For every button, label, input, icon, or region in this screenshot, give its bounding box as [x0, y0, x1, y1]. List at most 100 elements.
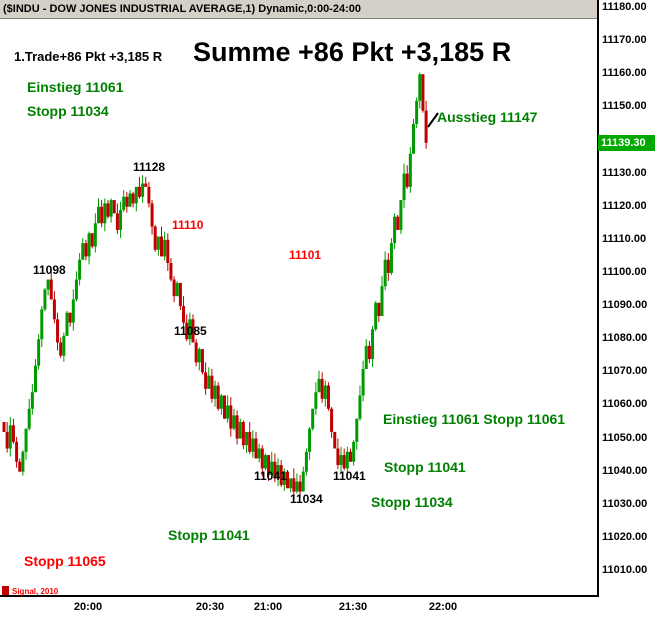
trade-summary-label: 1.Trade+86 Pkt +3,185 R	[14, 49, 163, 64]
candle	[122, 196, 126, 211]
candle	[323, 385, 327, 399]
candle	[352, 441, 356, 462]
low-11041-label-right: 11041	[333, 469, 366, 483]
candle	[418, 74, 422, 101]
candle	[134, 186, 138, 204]
candle	[248, 431, 252, 452]
candle	[125, 196, 129, 207]
price-axis-label: 11090.00	[602, 299, 648, 312]
candle	[87, 233, 91, 257]
price-axis-label: 11020.00	[602, 530, 648, 543]
candle	[273, 461, 277, 479]
price-axis-divider	[597, 0, 599, 597]
candle	[11, 425, 15, 442]
candle	[207, 375, 211, 389]
candle	[320, 378, 324, 399]
candle	[415, 100, 419, 124]
candle	[49, 279, 53, 300]
candle	[339, 455, 343, 466]
candle	[238, 422, 242, 439]
candle	[235, 415, 239, 439]
candle	[141, 183, 145, 197]
high-price-label: 11128	[133, 160, 166, 174]
candle	[109, 200, 113, 217]
candle	[74, 279, 78, 300]
candle	[333, 431, 337, 449]
candle	[399, 200, 403, 230]
candle	[93, 223, 97, 247]
candle	[172, 279, 176, 297]
candle	[311, 408, 315, 429]
candle	[336, 448, 340, 466]
candle	[112, 200, 116, 214]
candle	[260, 448, 264, 469]
candle	[402, 173, 406, 201]
price-axis-label: 11110.00	[602, 232, 647, 245]
candle	[389, 243, 393, 273]
candle	[355, 418, 359, 442]
candle	[245, 431, 249, 446]
candle	[163, 239, 167, 257]
candle	[380, 286, 384, 317]
time-axis-divider	[0, 595, 599, 597]
stop-11041-label-right: Stopp 11041	[384, 459, 466, 475]
candle	[204, 372, 208, 389]
candle	[52, 299, 56, 320]
candle	[301, 471, 305, 492]
low-11041-label-left: 11041	[254, 469, 287, 483]
candle	[169, 263, 173, 280]
candle	[103, 203, 107, 224]
time-axis-label: 21:30	[338, 601, 368, 613]
candle	[279, 465, 283, 485]
time-axis-label: 20:30	[195, 601, 225, 613]
candle	[43, 289, 47, 310]
candle	[59, 342, 63, 356]
stop-11065-label: Stopp 11065	[24, 553, 106, 569]
candle	[128, 193, 132, 207]
candle	[150, 203, 154, 227]
candle	[137, 186, 141, 197]
candle	[298, 481, 302, 492]
candle	[374, 302, 378, 330]
candle	[34, 365, 37, 393]
candle	[65, 312, 69, 336]
candle	[263, 455, 267, 469]
current-price-value: 11139.30	[601, 136, 646, 149]
candle	[56, 319, 60, 343]
candle	[106, 203, 110, 217]
price-axis-label: 11160.00	[602, 67, 647, 80]
candle	[200, 349, 204, 373]
level-11098-label: 11098	[33, 263, 66, 277]
candle	[185, 322, 189, 340]
price-axis-label: 11180.00	[602, 1, 647, 13]
candle	[349, 451, 352, 462]
candle	[2, 422, 6, 432]
candle	[317, 378, 321, 393]
price-axis-label: 11030.00	[602, 497, 648, 510]
candle	[131, 193, 135, 204]
candle	[81, 243, 85, 260]
candle	[178, 282, 182, 307]
candle	[393, 216, 397, 244]
candle	[361, 369, 365, 396]
candle	[254, 438, 258, 459]
candle	[153, 226, 157, 250]
level-11110-label: 11110	[172, 218, 204, 232]
candle	[18, 461, 22, 472]
candle	[46, 279, 50, 290]
candle	[241, 422, 245, 446]
candle	[226, 405, 230, 419]
candle	[396, 216, 400, 230]
candle	[408, 153, 412, 187]
price-axis-label: 11050.00	[602, 431, 648, 444]
candle	[100, 206, 104, 224]
price-axis-label: 11070.00	[602, 365, 648, 378]
watermark-logo	[2, 586, 9, 595]
watermark: Signal, 2010	[12, 587, 59, 596]
candle	[286, 471, 289, 489]
time-axis-label: 22:00	[428, 601, 458, 613]
candle	[412, 123, 415, 154]
candle	[160, 236, 163, 257]
